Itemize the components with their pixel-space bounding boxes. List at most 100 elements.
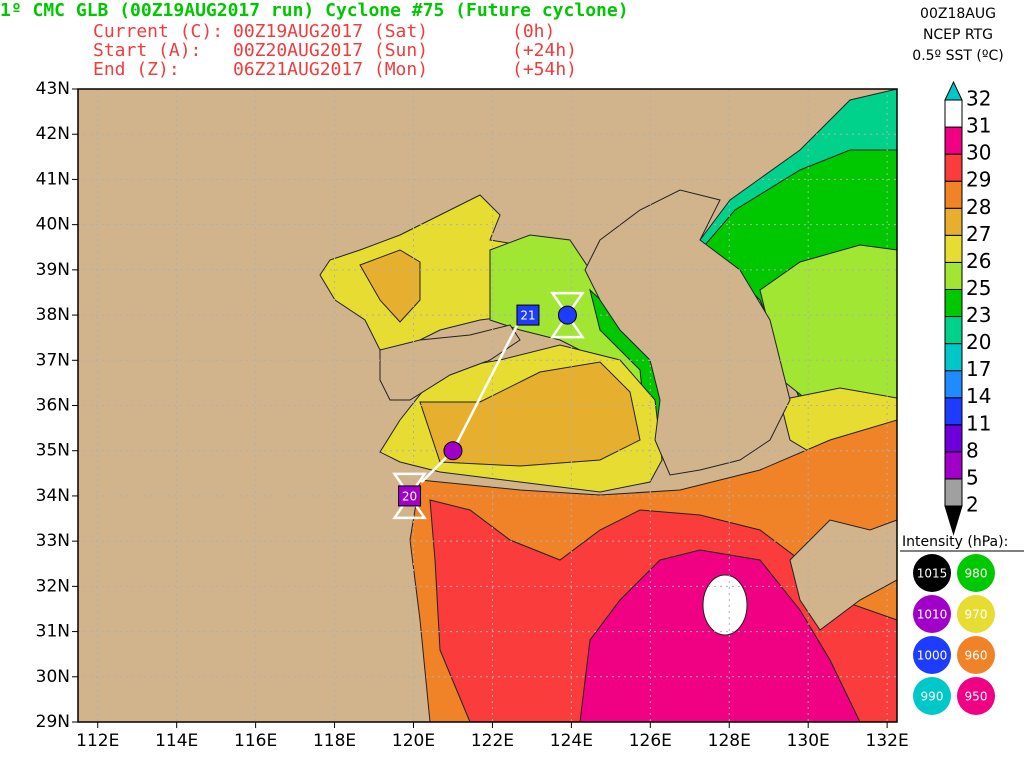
legend-swatch [913, 677, 951, 715]
legend-label: 970 [965, 608, 988, 622]
y-tick-label: 41N [36, 169, 70, 189]
header-text: (+24h) [512, 40, 577, 61]
colorbar-label: 27 [966, 222, 991, 246]
legend-label: 1010 [917, 608, 948, 622]
colorbar-box [944, 343, 963, 372]
colorbar-label: 25 [966, 276, 991, 300]
header-text: (+54h) [512, 59, 577, 80]
y-tick-label: 30N [36, 667, 70, 687]
legend-swatch [913, 554, 951, 592]
colorbar-label: 17 [966, 357, 991, 381]
day-label: 20 [402, 489, 417, 503]
day-label: 21 [520, 309, 535, 323]
colorbar-box [944, 153, 963, 182]
colorbar-box [944, 424, 963, 453]
legend-swatch [957, 554, 995, 592]
legend-label: 960 [965, 649, 988, 663]
y-tick-label: 29N [36, 712, 70, 732]
sst-info-text: NCEP RTG [923, 27, 993, 43]
colorbar-under [944, 505, 963, 536]
sea [419, 361, 641, 467]
legend-swatch [913, 595, 951, 633]
y-tick-label: 32N [36, 576, 70, 596]
colorbar-box [944, 397, 963, 426]
korea [584, 189, 791, 476]
x-tick-label: 122E [471, 731, 514, 751]
position-marker [443, 441, 463, 461]
y-tick-label: 37N [36, 350, 70, 370]
x-tick-label: 120E [392, 731, 435, 751]
colorbar-box [944, 207, 963, 236]
x-tick-label: 130E [787, 731, 830, 751]
shandong [379, 324, 521, 401]
colorbar-label: 26 [966, 249, 991, 273]
legend-swatch [957, 636, 995, 674]
x-tick-label: 126E [629, 731, 672, 751]
legend-label: 1015 [917, 567, 948, 581]
y-tick-label: 31N [36, 622, 70, 642]
colorbar-label: 31 [966, 114, 991, 138]
y-tick-label: 43N [36, 79, 70, 99]
y-tick-label: 42N [36, 124, 70, 144]
legend-label: 1000 [917, 649, 948, 663]
axes: 112E 114E 116E 118E 120E 122E 124E 126E 128E 130E… [36, 79, 909, 751]
header-text: (0h) [512, 21, 555, 42]
colorbar-box [944, 261, 963, 290]
header-lines: Current (C): 00Z19AUG2017 (Sat) (0h) Start … [93, 21, 577, 80]
legend-swatch [957, 595, 995, 633]
colorbar-label: 2 [966, 493, 979, 517]
x-tick-label: 128E [708, 731, 751, 751]
x-tick-label: 112E [76, 731, 119, 751]
x-tick-label: 116E [234, 731, 277, 751]
x-tick-label: 114E [155, 731, 198, 751]
header-text: 00Z20AUG2017 (Sun) [233, 40, 428, 61]
y-tick-label: 39N [36, 260, 70, 280]
day-marker [516, 304, 540, 326]
y-tick-label: 34N [36, 486, 70, 506]
colorbar-label: 23 [966, 303, 991, 327]
colorbar-box [944, 234, 963, 263]
colorbar-box [944, 316, 963, 345]
colorbar-label: 28 [966, 195, 991, 219]
sst-info-text: 00Z18AUG [920, 6, 996, 22]
sst-info-text: 0.5º SST (ºC) [912, 48, 1003, 64]
colorbar-label: 8 [966, 438, 979, 462]
colorbar-box [944, 370, 963, 399]
legend-label: 950 [965, 690, 988, 704]
day-marker [398, 485, 422, 507]
colorbar-label: 30 [966, 141, 991, 165]
y-tick-label: 40N [36, 215, 70, 235]
x-tick-label: 132E [866, 731, 909, 751]
colorbar-box [944, 451, 963, 480]
sea [702, 574, 748, 636]
y-tick-label: 35N [36, 441, 70, 461]
colorbar-label: 20 [966, 330, 991, 354]
sea [359, 249, 421, 323]
intensity-legend: Intensity (hPa): 1015 980 1010 970 1000 960 990… [900, 534, 1024, 715]
legend-swatch [957, 677, 995, 715]
colorbar-label: 29 [966, 168, 991, 192]
header-text: End (Z): [93, 59, 180, 80]
colorbar-box [944, 180, 963, 209]
title: 1º CMC GLB (00Z19AUG2017 run) Cyclone #7… [0, 0, 629, 21]
header-text: Current (C): [93, 21, 223, 42]
colorbar-label: 5 [966, 465, 979, 489]
colorbar-box [944, 478, 963, 507]
header-text: 06Z21AUG2017 (Mon) [233, 59, 428, 80]
x-tick-label: 118E [313, 731, 356, 751]
header-text: 00Z19AUG2017 (Sat) [233, 21, 428, 42]
y-tick-label: 33N [36, 531, 70, 551]
legend-label: 990 [921, 690, 944, 704]
legend-title: Intensity (hPa): [902, 534, 1008, 550]
x-tick-label: 124E [550, 731, 593, 751]
colorbar-label: 14 [966, 384, 991, 408]
legend-label: 980 [965, 567, 988, 581]
position-marker [557, 305, 577, 325]
legend-swatch [913, 636, 951, 674]
colorbar-label: 11 [966, 411, 991, 435]
y-tick-label: 38N [36, 305, 70, 325]
colorbar-box [944, 288, 963, 318]
